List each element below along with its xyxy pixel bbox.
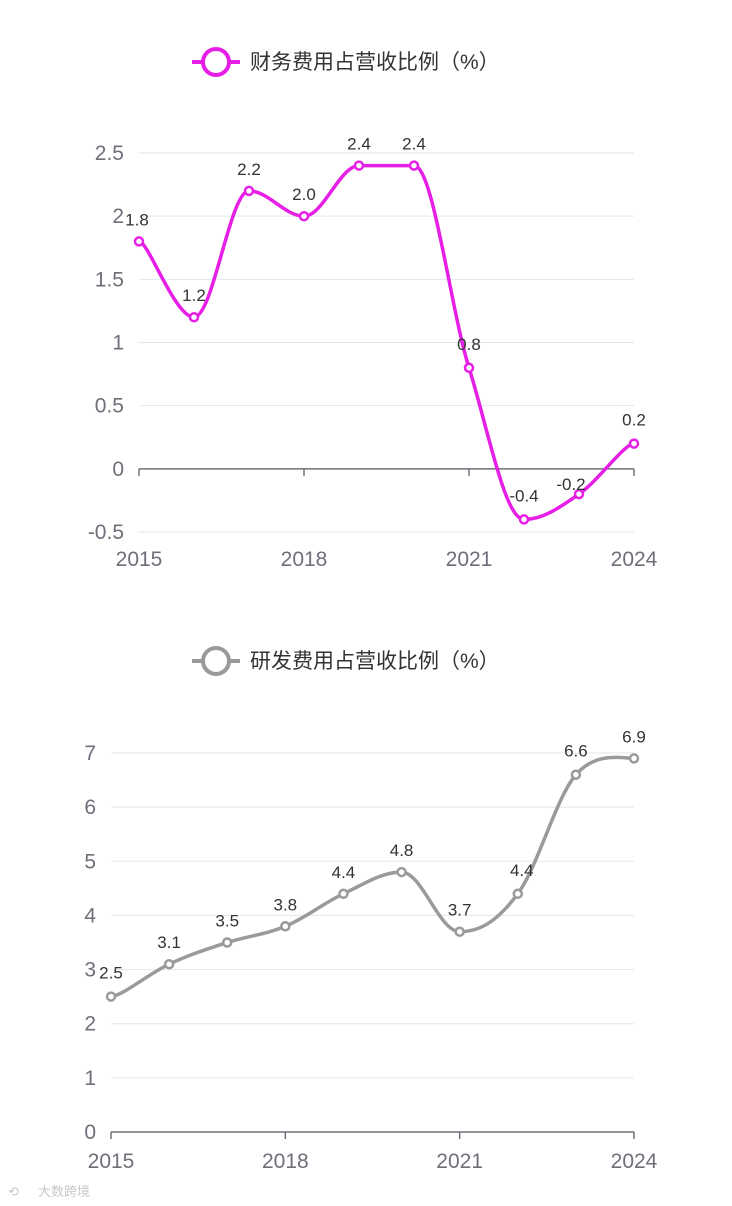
data-point: [518, 514, 530, 525]
legend-marker-icon: [201, 646, 231, 676]
data-point: [463, 362, 475, 374]
data-label: 2.4: [347, 135, 371, 154]
data-point: [133, 236, 145, 247]
y-tick-label: 2.5: [95, 142, 124, 165]
data-point: [298, 210, 310, 222]
series-line: [110, 755, 635, 999]
data-label: 6.9: [622, 727, 646, 746]
data-label: 4.4: [510, 861, 534, 880]
data-label: 3.8: [274, 895, 298, 914]
data-label: 2.0: [292, 185, 316, 204]
data-label: 3.7: [448, 901, 472, 920]
data-point: [408, 160, 420, 171]
data-label: 3.1: [157, 933, 181, 952]
x-tick-label: 2015: [116, 548, 163, 571]
data-label: 4.4: [332, 863, 356, 882]
data-point: [163, 958, 175, 970]
y-tick-label: 6: [84, 796, 96, 819]
x-tick-label: 2024: [611, 548, 658, 571]
data-point: [221, 937, 233, 948]
data-label: 2.5: [99, 964, 123, 983]
data-point: [628, 438, 640, 449]
data-label: 6.6: [564, 742, 588, 761]
y-tick-label: 7: [84, 742, 96, 765]
data-point: [628, 753, 640, 764]
x-tick-label: 2021: [446, 548, 493, 571]
legend-label: 研发费用占营收比例（%）: [250, 650, 500, 673]
x-tick-label: 2018: [281, 548, 328, 571]
rd-expense-ratio-chart: 研发费用占营收比例（%） 0 1 2 3 4 5 6 7 2015 2018 2021 2024 2.5 3…: [84, 646, 658, 1173]
data-point: [454, 926, 465, 937]
data-point: [570, 769, 582, 780]
y-tick-label: 2: [84, 1013, 96, 1036]
data-point: [353, 160, 365, 171]
data-label: 3.5: [215, 912, 239, 931]
legend-label: 财务费用占营收比例（%）: [250, 51, 500, 74]
data-label: 0.8: [457, 335, 481, 354]
x-tick-label: 2018: [262, 1150, 309, 1173]
data-point: [280, 921, 291, 932]
data-label: 2.2: [237, 160, 261, 179]
data-label: -0.4: [509, 486, 538, 505]
y-tick-label: 0: [112, 458, 124, 481]
data-point: [243, 185, 255, 197]
data-point: [573, 488, 585, 500]
y-tick-label: 1: [112, 332, 124, 355]
y-tick-label: 1: [84, 1067, 96, 1090]
watermark: ⟲ 大数跨境: [8, 1184, 90, 1199]
data-point: [338, 888, 349, 900]
y-tick-label: 0: [84, 1121, 96, 1144]
y-tick-label: 5: [84, 850, 96, 873]
data-label: 4.8: [390, 841, 414, 860]
watermark-logo-icon: ⟲: [8, 1184, 19, 1199]
x-tick-label: 2021: [436, 1150, 483, 1173]
data-point: [396, 866, 407, 878]
data-point: [512, 888, 524, 900]
legend-marker-icon: [201, 47, 231, 77]
y-tick-label: 2: [112, 205, 124, 228]
y-tick-label: 4: [84, 904, 96, 927]
data-point: [188, 311, 200, 323]
y-tick-label: 3: [84, 959, 96, 982]
y-tick-label: 0.5: [95, 395, 124, 418]
data-label: 2.4: [402, 135, 426, 154]
finance-expense-ratio-chart: 财务费用占营收比例（%） -0.5 0 0.5 1 1.5 2 2.5 2015 2018 2021…: [88, 47, 658, 571]
x-tick-label: 2024: [611, 1150, 658, 1173]
y-tick-label: -0.5: [88, 521, 124, 544]
data-point: [105, 991, 117, 1002]
x-tick-label: 2015: [88, 1150, 135, 1173]
data-label: 1.8: [125, 210, 149, 229]
data-label: 1.2: [182, 286, 206, 305]
data-label: -0.2: [556, 475, 585, 494]
y-tick-label: 1.5: [95, 268, 124, 291]
watermark-text: 大数跨境: [38, 1184, 90, 1199]
data-label: 0.2: [622, 411, 646, 430]
